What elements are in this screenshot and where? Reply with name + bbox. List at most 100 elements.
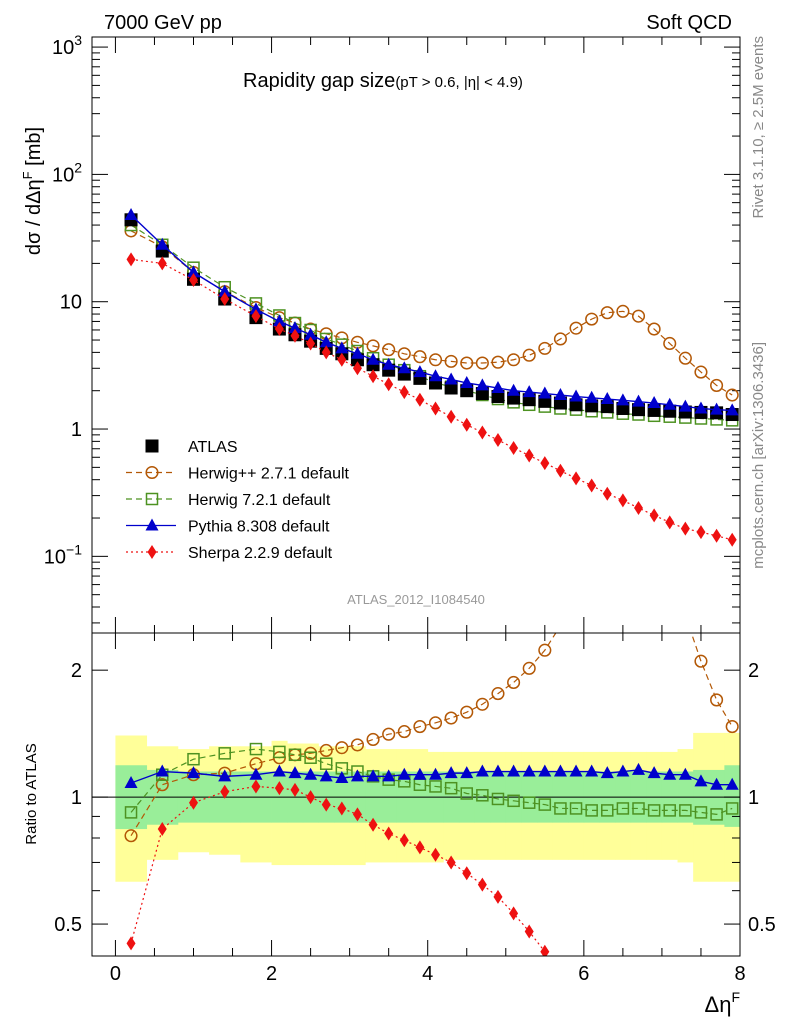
ratio-pythia-8-308-default-point: [663, 767, 677, 780]
main-pythia-8-308-default-point: [335, 341, 349, 354]
main-pythia-8-308-default-point: [507, 383, 521, 396]
ratio-pythia-8-308-default-point: [460, 766, 474, 779]
main-title-cuts: (pT > 0.6, |η| < 4.9): [395, 74, 523, 91]
main-pythia-8-308-default-point: [124, 207, 138, 220]
ratio-herwig-2-7-1-default-point: [397, 725, 411, 739]
main-pythia-8-308-default-point: [429, 369, 443, 382]
ratio-pythia-8-308-default-point: [725, 777, 739, 790]
ratio-pythia-8-308-default-point: [249, 767, 263, 780]
main-herwig-2-7-1-default-point: [428, 353, 443, 367]
main-herwig-2-7-1-default-line: [130, 230, 733, 396]
ratio-herwig-7-2-1-default-point: [249, 742, 263, 756]
ratio-sherpa-2-2-9-default-point: [368, 817, 378, 832]
main-pythia-8-308-default-point: [725, 403, 739, 416]
main-pythia-8-308-default-point: [186, 265, 200, 278]
ratio-herwig-7-2-1-default-point: [187, 752, 200, 766]
legend-marker: [147, 545, 157, 559]
ratio-herwig-2-7-1-default-point: [460, 705, 474, 719]
ratio-pythia-8-308-default-point: [632, 762, 646, 775]
main-herwig-2-7-1-default-point: [444, 354, 458, 368]
ratio-sherpa-2-2-9-default-point: [509, 906, 519, 921]
y-tick-label-right: 1: [748, 787, 759, 809]
main-sherpa-2-2-9-default-point: [727, 532, 737, 547]
ratio-pythia-8-308-default-point: [491, 764, 505, 777]
ratio-herwig-7-2-1-default-point: [319, 757, 333, 770]
ratio-pythia-8-308-default-point: [553, 764, 567, 777]
main-atlas-point: [569, 398, 583, 412]
ratio-herwig-7-2-1-default-point: [725, 802, 739, 815]
y-tick-base: 10: [44, 546, 66, 568]
y-tick-label-right: 2: [748, 660, 759, 682]
ratio-herwig-7-2-1-default-point: [616, 802, 630, 815]
ratio-herwig-2-7-1-default-point: [491, 687, 505, 701]
ratio-sherpa-2-2-9-default-point: [306, 790, 316, 805]
x-tick-label: 6: [578, 963, 589, 985]
y-tick-label: 103: [52, 32, 82, 59]
ratio-herwig-2-7-1-default-point: [694, 654, 708, 668]
main-pythia-8-308-default-point: [413, 365, 427, 378]
ratio-sherpa-2-2-9-default-point: [220, 784, 230, 799]
ratio-herwig-2-7-1-default-point: [382, 727, 396, 741]
main-pythia-8-308-default-point: [460, 375, 474, 388]
ratio-pythia-8-308-default-point: [366, 769, 380, 782]
ratio-herwig-2-7-1-default-point: [601, 537, 613, 549]
ratio-pythia-8-308-default-point: [186, 766, 200, 779]
ratio-herwig-7-2-1-default-point: [304, 751, 317, 764]
band-inner: [724, 765, 740, 827]
main-herwig-2-7-1-default-point: [585, 312, 599, 326]
ratio-herwig-2-7-1-default-point: [648, 537, 660, 549]
main-herwig-2-7-1-default-point: [538, 341, 552, 355]
ratio-pythia-8-308-default-point: [218, 769, 232, 782]
main-pythia-8-308-default-point: [382, 357, 396, 370]
y-tick-label: 1: [71, 419, 82, 441]
y-tick-label: 102: [52, 159, 82, 186]
ratio-sherpa-2-2-9-default-point: [384, 826, 394, 841]
ratio-herwig-2-7-1-default-point: [475, 697, 489, 711]
ratio-sherpa-2-2-9-default-point: [431, 847, 441, 862]
main-sherpa-2-2-9-default-point: [220, 292, 230, 307]
ratio-herwig-7-2-1-default-point: [522, 796, 536, 809]
main-pythia-8-308-default-point: [491, 381, 505, 394]
mcplots-label: mcplots.cern.ch [arXiv:1306.3436]: [750, 342, 767, 569]
legend-label: Herwig 7.2.1 default: [188, 492, 331, 509]
main-sherpa-2-2-9-default-point: [352, 361, 362, 376]
ratio-herwig-2-7-1-default-point: [366, 732, 380, 747]
ratio-herwig-7-2-1-default-point: [585, 804, 598, 817]
ratio-ylabel: Ratio to ATLAS: [23, 743, 40, 844]
main-sherpa-2-2-9-default-point: [384, 377, 394, 392]
ratio-herwig-7-2-1-default-point: [218, 747, 231, 760]
ratio-herwig-2-7-1-default-point: [664, 567, 676, 579]
ratio-pythia-8-308-default-point: [678, 767, 692, 780]
main-herwig-2-7-1-default-point: [460, 356, 474, 370]
main-pythia-8-308-default-point: [350, 346, 364, 359]
main-pythia-8-308-default-point: [366, 352, 380, 365]
main-herwig-2-7-1-default-point: [616, 304, 630, 318]
ratio-herwig-7-2-1-default-point: [429, 780, 442, 793]
ratio-herwig-2-7-1-default-point: [444, 711, 458, 725]
ratio-herwig-2-7-1-default-point: [555, 620, 567, 632]
y-tick-label: 10: [60, 292, 82, 314]
main-herwig-7-2-1-default-line: [130, 224, 733, 421]
main-pythia-8-308-default-point: [710, 402, 724, 415]
ratio-series-layer: [124, 537, 739, 956]
ratio-pythia-8-308-default-point: [522, 764, 536, 777]
ratio-sherpa-2-2-9-default-point: [126, 936, 136, 951]
main-pythia-8-308-default-point: [444, 372, 458, 385]
ratio-herwig-7-2-1-default-point: [710, 808, 723, 821]
main-sherpa-2-2-9-default-point: [337, 352, 347, 367]
legend-marker: [145, 518, 159, 531]
ratio-herwig-2-7-1-default-point: [522, 661, 536, 675]
ratio-sherpa-2-2-9-default-point: [188, 795, 198, 810]
legend-label: ATLAS: [188, 439, 238, 456]
main-herwig-2-7-1-default-point: [647, 322, 661, 336]
main-sherpa-2-2-9-default-point: [251, 309, 261, 324]
ratio-sherpa-2-2-9-default-point: [251, 779, 261, 794]
main-herwig-2-7-1-default-point: [507, 353, 521, 367]
ratio-herwig-2-7-1-default-point: [586, 562, 598, 574]
main-sherpa-2-2-9-default-point: [634, 500, 644, 515]
main-herwig-2-7-1-default-point: [397, 347, 411, 361]
main-sherpa-2-2-9-default-point: [712, 528, 722, 543]
ratio-pythia-8-308-default-point: [507, 764, 521, 777]
analysis-id: ATLAS_2012_I1084540: [347, 592, 485, 607]
